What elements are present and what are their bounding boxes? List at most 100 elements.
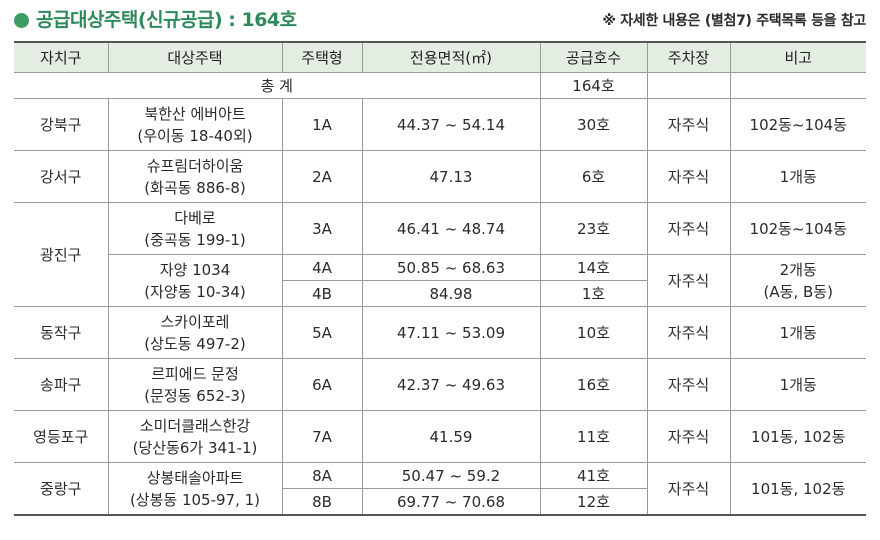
type-cell: 3A [281,202,363,255]
parking-cell: 자주식 [646,306,731,359]
total-count: 164호 [539,72,648,99]
district-cell: 광진구 [14,202,109,307]
note-cell: 1개동 [729,150,866,203]
table-row: 강서구 슈프림더하이움 (화곡동 886-8) 2A 47.13 6호 자주식 … [14,150,866,203]
house-address: (화곡동 886-8) [144,178,246,197]
section-header: 공급대상주택(신규공급) : 164호 ※ 자세한 내용은 (별첨7) 주택목록… [14,8,866,32]
parking-cell: 자주식 [646,462,731,516]
parking-cell: 자주식 [646,254,731,307]
note-cell: 1개동 [729,306,866,359]
area-cell: 50.47 ~ 59.2 [361,462,541,489]
house-cell: 북한산 에버아트 (우이동 18-40외) [107,98,283,151]
type-cell: 4A [281,254,363,281]
note-cell: 101동, 102동 [729,410,866,463]
table-row: 자양 1034 (자양동 10-34) 4A 50.85 ~ 68.63 14호… [14,254,866,307]
district-cell: 중랑구 [14,462,109,516]
parking-cell: 자주식 [646,410,731,463]
units-cell: 6호 [539,150,648,203]
house-address: (상도동 497-2) [144,334,246,353]
units-cell: 1호 [539,280,647,307]
note-line: (A동, B동) [763,282,833,301]
units-cell: 10호 [539,306,648,359]
area-cell: 84.98 [361,280,541,307]
area-cell: 46.41 ~ 48.74 [361,202,541,255]
area-cell: 44.37 ~ 54.14 [361,98,541,151]
district-cell: 동작구 [14,306,109,359]
type-cell: 5A [281,306,363,359]
type-cell: 4B [282,280,363,307]
reference-note: ※ 자세한 내용은 (별첨7) 주택목록 등을 참고 [602,13,866,29]
house-name: 북한산 에버아트 [144,104,246,123]
area-cell: 69.77 ~ 70.68 [361,488,541,516]
type-cell: 2A [281,150,363,203]
units-cell: 23호 [539,202,648,255]
empty-cell [729,72,866,99]
house-cell: 자양 1034 (자양동 10-34) [108,254,283,307]
house-name: 다베로 [174,208,216,227]
area-cell: 47.13 [361,150,541,203]
table-row: 8B 69.77 ~ 70.68 12호 [14,488,866,516]
note-cell: 102동~104동 [729,202,866,255]
house-name: 스카이포레 [160,312,230,331]
type-cell: 8B [282,488,363,516]
table-row: 영등포구 소미더클래스한강 (당산동6가 341-1) 7A 41.59 11호… [14,410,866,463]
type-cell: 7A [281,410,363,463]
house-cell: 슈프림더하이움 (화곡동 886-8) [107,150,283,203]
type-cell: 8A [281,462,363,489]
parking-cell: 자주식 [646,150,731,203]
column-header: 대상주택 [107,41,283,73]
house-cell: 소미더클래스한강 (당산동6가 341-1) [107,410,283,463]
house-name: 슈프림더하이움 [146,156,244,175]
total-row: 총 계 164호 [14,72,866,99]
house-cell: 르피에드 문정 (문정동 652-3) [107,358,283,411]
note-line: 2개동 [779,260,817,279]
house-cell: 상봉태솔아파트 (상봉동 105-97, 1) [107,462,283,516]
table-row: 동작구 스카이포레 (상도동 497-2) 5A 47.11 ~ 53.09 1… [14,306,866,359]
table-row: 중랑구 상봉태솔아파트 (상봉동 105-97, 1) 8A 50.47 ~ 5… [14,462,866,516]
type-cell: 6A [281,358,363,411]
house-name: 르피에드 문정 [151,364,239,383]
district-cell: 영등포구 [14,410,109,463]
house-address: (당산동6가 341-1) [132,438,258,457]
house-cell: 다베로 (중곡동 199-1) [107,202,283,255]
house-address: (문정동 652-3) [144,386,246,405]
house-address: (상봉동 105-97, 1) [129,490,261,509]
units-cell: 16호 [539,358,648,411]
house-name: 자양 1034 [159,260,231,279]
table-row: 광진구 다베로 (중곡동 199-1) 3A 46.41 ~ 48.74 23호… [14,202,866,307]
units-cell: 14호 [539,254,648,281]
table-row: 강북구 북한산 에버아트 (우이동 18-40외) 1A 44.37 ~ 54.… [14,98,866,151]
house-cell: 스카이포레 (상도동 497-2) [107,306,283,359]
house-name: 상봉태솔아파트 [146,468,244,487]
note-cell: 102동~104동 [729,98,866,151]
units-cell: 11호 [539,410,648,463]
house-address: (우이동 18-40외) [137,126,253,145]
table-row: 4B 84.98 1호 [14,280,866,307]
empty-cell [646,72,731,99]
house-address: (중곡동 199-1) [144,230,246,249]
table-row: 송파구 르피에드 문정 (문정동 652-3) 6A 42.37 ~ 49.63… [14,358,866,411]
column-header: 자치구 [14,41,109,73]
house-name: 소미더클래스한강 [139,416,251,435]
column-header: 비고 [729,41,866,73]
district-cell: 강서구 [14,150,109,203]
section-title: 공급대상주택(신규공급) : 164호 [36,9,297,31]
district-cell: 송파구 [14,358,109,411]
table-header-row: 자치구 대상주택 주택형 전용면적(㎡) 공급호수 주차장 비고 [14,41,866,73]
parking-cell: 자주식 [646,98,731,151]
green-dot-icon [14,13,29,28]
units-cell: 41호 [539,462,648,489]
note-cell: 101동, 102동 [729,462,866,516]
area-cell: 50.85 ~ 68.63 [361,254,541,281]
note-cell: 1개동 [729,358,866,411]
area-cell: 47.11 ~ 53.09 [361,306,541,359]
units-cell: 30호 [539,98,648,151]
note-cell: 2개동 (A동, B동) [729,254,866,307]
units-cell: 12호 [539,488,647,516]
housing-supply-table: 자치구 대상주택 주택형 전용면적(㎡) 공급호수 주차장 비고 총 계 164… [14,41,866,516]
area-cell: 41.59 [361,410,541,463]
column-header: 주택형 [281,41,363,73]
total-label: 총 계 [14,72,541,99]
column-header: 전용면적(㎡) [361,41,541,73]
column-header: 주차장 [646,41,731,73]
